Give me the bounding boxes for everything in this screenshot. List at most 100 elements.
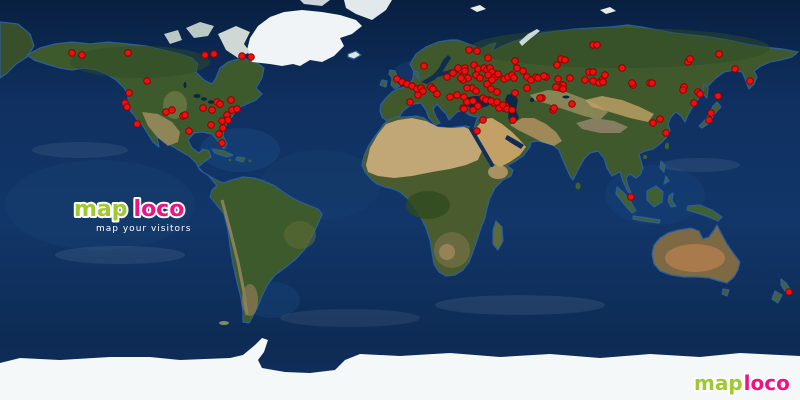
maploco-logo[interactable]: map loco map your visitors [64,190,274,246]
maploco-watermark[interactable]: maploco [690,369,798,400]
visitor-marker [487,85,495,93]
visitor-marker [238,52,246,60]
visitor-marker [419,87,427,95]
visitor-marker [181,111,189,119]
visitor-marker [679,86,687,94]
visitor-marker [185,127,193,135]
visitor-marker [690,99,698,107]
ireland [379,79,388,88]
visitor-marker [686,55,694,63]
visitor-marker [210,50,218,58]
maploco-watermark-text: maploco [694,371,790,395]
visitor-marker [519,67,527,75]
visitor-marker [68,49,76,57]
visitor-marker [420,62,428,70]
visitor-marker [488,76,496,84]
visitor-marker [589,68,597,76]
visitor-marker [593,41,601,49]
visitor-marker [219,124,227,132]
visitor-marker [561,56,569,64]
visitor-marker [568,100,576,108]
visitor-marker [406,98,414,106]
visitor-marker [247,53,255,61]
visitor-marker [484,54,492,62]
visitor-marker [715,50,723,58]
visitor-marker [453,91,461,99]
sumatra [615,186,637,214]
watermark-word-loco: loco [744,371,790,395]
visitor-marker [472,87,480,95]
visitor-marker [454,64,462,72]
visitor-marker [581,76,589,84]
visitor-marker [785,288,793,296]
logo-word-map: map [74,197,128,222]
visitor-marker [513,64,521,72]
visitor-marker [446,93,454,101]
visitor-marker [143,77,151,85]
visitor-marker [216,100,224,108]
visitor-marker [133,120,141,128]
visitor-marker [208,106,216,114]
visitor-marker [218,139,226,147]
visitor-marker [559,85,567,93]
visitor-marker [508,106,516,114]
maploco-tagline: map your visitors [96,224,191,234]
visitor-marker [714,92,722,100]
visitor-marker [553,61,561,69]
visitor-marker [125,89,133,97]
visitor-marker [463,98,471,106]
visitor-marker [540,72,548,80]
visitor-marker [414,91,422,99]
visitor-marker [705,116,713,124]
visitor-marker [476,74,484,82]
visitor-marker [224,116,232,124]
visitor-marker [599,78,607,86]
visitor-marker [510,74,518,82]
visitor-marker [463,84,471,92]
greenland [247,10,362,66]
visitor-marker [469,97,477,105]
visitor-marker [474,102,482,110]
visitor-marker [662,129,670,137]
visitor-marker [78,51,86,59]
visitor-marker [201,51,209,59]
visitor-marker [536,94,544,102]
visitor-marker [199,104,207,112]
visitor-marker [465,46,473,54]
visitor-marker [479,116,487,124]
visitor-marker [484,71,492,79]
visitor-marker [443,73,451,81]
visitor-marker [461,67,469,75]
visitor-marker [123,103,131,111]
visitor-marker [552,83,560,91]
visitor-marker [207,121,215,129]
visitor-marker [707,109,715,117]
visitor-marker [554,75,562,83]
visitor-marker [460,105,468,113]
visitor-marker [511,89,519,97]
visitor-marker [731,65,739,73]
visitor-marker [566,74,574,82]
new-guinea [686,204,723,222]
iceland [347,50,362,60]
visitor-marker [483,80,491,88]
visitor-marker [618,64,626,72]
visitor-marker [511,57,519,65]
visitor-marker [469,106,477,114]
sakhalin [702,83,709,99]
java [632,215,661,224]
visitor-marker [649,119,657,127]
visitor-marker [656,115,664,123]
visitor-marker [746,77,754,85]
visitor-marker [457,74,465,82]
visitor-marker [509,116,517,124]
visitor-marker [218,117,226,125]
tasmania [721,288,730,297]
visitor-marker [449,69,457,77]
visitor-marker [215,130,223,138]
antarctica [0,338,800,400]
chukotka [0,21,35,79]
visitor-marker [227,96,235,104]
